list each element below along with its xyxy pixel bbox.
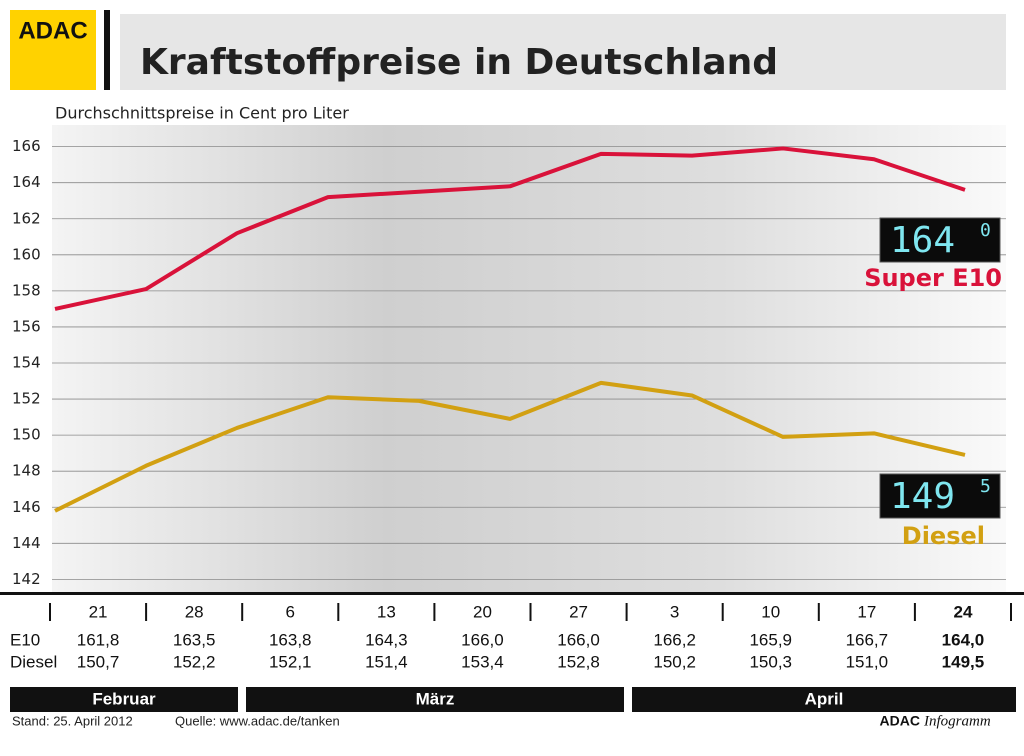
background-photo [52,125,1006,592]
column-separator [913,603,916,621]
chart-title: Kraftstoffpreise in Deutschland [140,42,778,83]
y-tick-label: 166 [12,137,41,155]
table: 21 161,8 150,7 28 163,5 152,2 6 163,8 152,1 13 164… [10,602,1016,712]
y-tick-label: 158 [12,281,41,299]
price-display-sup: 5 [980,476,991,497]
table-value: 151,0 [846,652,889,671]
table-value: 150,2 [653,652,696,671]
date-label: 13 [377,602,396,621]
table-value: 166,0 [557,630,600,649]
month-label: Februar [92,689,156,708]
footer-brand-sub: Infogramm [923,713,991,729]
y-tick-label: 142 [12,570,41,588]
month-label: April [805,689,844,708]
table-value: 165,9 [749,630,792,649]
footer-brand: ADAC [880,713,920,729]
column-separator [241,603,244,621]
table-value: 149,5 [942,652,985,671]
date-label: 10 [761,602,780,621]
header-divider [104,10,110,90]
table-value: 153,4 [461,652,504,671]
y-tick-label: 162 [12,209,41,227]
row-label: Diesel [10,652,57,671]
y-tick-label: 152 [12,390,41,408]
month-label: März [416,689,455,708]
column-separator [721,603,724,621]
month-bar [632,687,1016,712]
y-tick-label: 160 [12,245,41,263]
table-value: 152,2 [173,652,216,671]
table-value: 164,3 [365,630,408,649]
price-display-main: 149 [890,476,955,517]
price-display [879,217,1001,263]
date-label: 24 [953,602,972,621]
footer-stand: Stand: 25. April 2012 [12,713,133,728]
price-display-sup: 0 [980,220,991,241]
table-value: 166,0 [461,630,504,649]
column-separator [817,603,820,621]
y-tick-label: 156 [12,317,41,335]
table-value: 166,2 [653,630,696,649]
column-separator [625,603,628,621]
table-value: 163,8 [269,630,312,649]
date-label: 17 [857,602,876,621]
table-value: 151,4 [365,652,408,671]
date-label: 21 [89,602,108,621]
legend-label: Diesel [902,522,985,550]
logo: ADAC [18,17,87,44]
column-separator [529,603,532,621]
y-tick-label: 164 [12,173,41,191]
table-value: 163,5 [173,630,216,649]
date-label: 20 [473,602,492,621]
table-value: 161,8 [77,630,120,649]
series-line [54,146,966,311]
date-label: 27 [569,602,588,621]
title-box [120,14,1006,90]
row-label: E10 [10,630,40,649]
table-value: 164,0 [942,630,985,649]
subtitle: Durchschnittspreise in Cent pro Liter [55,104,349,123]
column-separator [337,603,340,621]
date-label: 6 [286,602,295,621]
price-display-main: 164 [890,220,955,261]
axis-line [0,592,1024,595]
table-value: 152,1 [269,652,312,671]
legend-label: Super E10 [864,264,1002,292]
month-bar [10,687,238,712]
y-tick-label: 148 [12,462,41,480]
month-bar [246,687,624,712]
column-separator [433,603,436,621]
table-value: 152,8 [557,652,600,671]
logo-box [10,10,96,90]
date-label: 28 [185,602,204,621]
price-display [879,473,1001,519]
y-tick-label: 144 [12,534,41,552]
table-value: 150,3 [749,652,792,671]
table-value: 166,7 [846,630,889,649]
y-tick-label: 154 [12,354,41,372]
y-tick-label: 146 [12,498,41,516]
column-separator [1010,603,1012,621]
table-value: 150,7 [77,652,120,671]
column-separator [49,603,51,621]
plot: 142 144 146 148 150 152 154 156 158 160 162 164 166 1… [12,137,1006,588]
footer-source: Quelle: www.adac.de/tanken [175,713,340,728]
series-line [54,380,966,513]
column-separator [145,603,148,621]
y-tick-label: 150 [12,426,41,444]
date-label: 3 [670,602,679,621]
